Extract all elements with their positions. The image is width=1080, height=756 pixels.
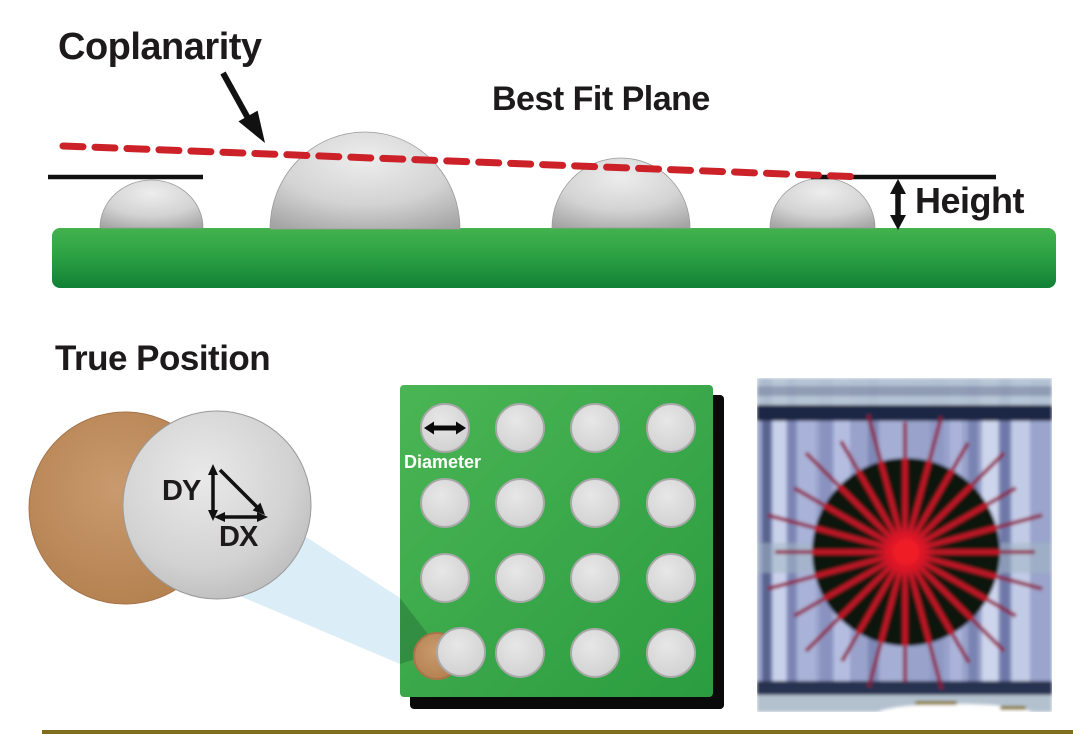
dx-label: DX (219, 521, 258, 553)
height-arrow-icon (890, 179, 906, 230)
bga-ball (646, 403, 696, 453)
true-position-panel (28, 410, 400, 664)
board-substrate (400, 385, 713, 697)
bga-ball (646, 478, 696, 528)
pcb-substrate (52, 228, 1056, 288)
photo-edge-blob (878, 704, 1032, 712)
solder-ball-3 (551, 157, 691, 229)
bga-ball (570, 628, 620, 678)
bga-ball (420, 478, 470, 528)
bga-ball (570, 403, 620, 453)
solder-ball-4 (769, 177, 876, 229)
coplanarity-arrow-icon (220, 71, 265, 143)
dy-label: DY (162, 475, 201, 507)
laser-center-core (893, 539, 919, 565)
best-fit-plane-label: Best Fit Plane (492, 80, 710, 118)
solder-ball-2 (269, 131, 461, 230)
displacement-hypotenuse (218, 468, 265, 515)
bga-ball (570, 478, 620, 528)
photo-gold-mark (915, 701, 957, 705)
bga-ball-grid (413, 403, 696, 680)
ball-circle-magnified (122, 410, 312, 600)
diameter-arrow-icon (424, 421, 466, 435)
dy-arrow-icon (208, 464, 218, 521)
bga-ball (570, 553, 620, 603)
dx-arrow-icon (214, 512, 268, 522)
divider-line (42, 730, 1073, 734)
coplanarity-panel (48, 71, 1056, 288)
true-position-title: True Position (55, 339, 271, 378)
best-fit-plane-line (59, 142, 866, 181)
solder-ball-1 (99, 179, 204, 229)
bga-ball (495, 553, 545, 603)
bga-ball (495, 628, 545, 678)
coplanarity-title: Coplanarity (58, 26, 262, 68)
height-label: Height (915, 180, 1025, 221)
diameter-label: Diameter (404, 452, 482, 472)
photo-content (757, 378, 1052, 712)
bga-ball (495, 403, 545, 453)
bga-ball-camera-photo (757, 378, 1052, 712)
photo-gold-mark (1000, 706, 1026, 710)
bga-board (400, 385, 724, 709)
bga-ball-offset (436, 627, 486, 677)
bga-ball (420, 553, 470, 603)
bga-ball (646, 628, 696, 678)
bga-ball (646, 553, 696, 603)
bga-ball (495, 478, 545, 528)
